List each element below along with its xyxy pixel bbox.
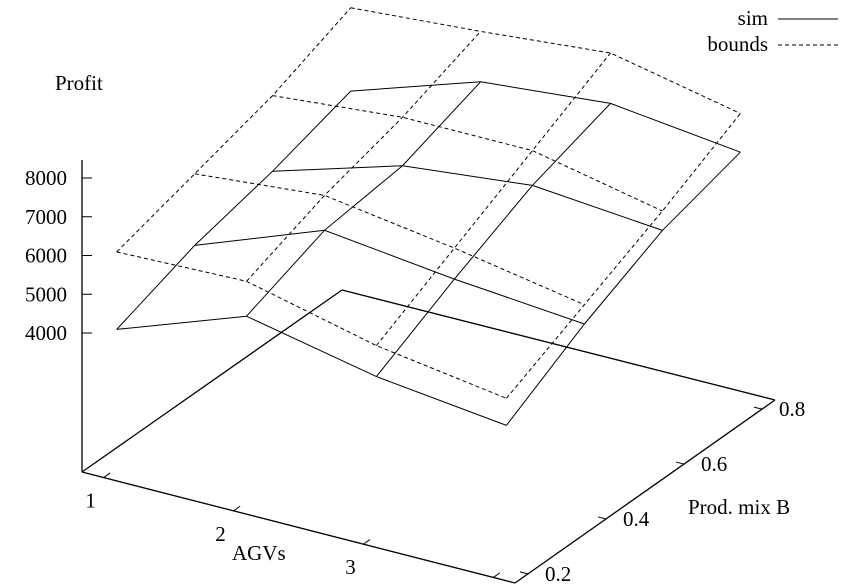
x-tick-mark	[103, 472, 111, 478]
legend-label-sim: sim	[738, 6, 768, 30]
surfaces-group	[116, 7, 741, 426]
back-y-axis-line	[81, 289, 343, 473]
x-tick-label: 1	[85, 489, 96, 513]
y-tick-mark	[519, 571, 529, 575]
z-tick-label: 8000	[25, 166, 67, 190]
x-axis-title: AGVs	[232, 541, 286, 565]
y-tick-mark	[675, 461, 685, 465]
bounds-line-mix-0.6	[272, 95, 663, 212]
y-axis-line	[514, 399, 776, 584]
bounds-line-agvs-3	[376, 52, 611, 346]
y-tick-label: 0.2	[545, 562, 571, 586]
y-tick-label: 0.4	[623, 507, 650, 531]
sim-line-mix-0.6	[272, 165, 663, 231]
ticks-group: 4000500060007000800012340.20.40.60.8	[25, 166, 805, 586]
z-tick-label: 4000	[25, 321, 67, 345]
bounds-line-mix-0.2	[116, 251, 507, 399]
x-tick-label: 3	[345, 555, 356, 579]
z-tick-label: 5000	[25, 282, 67, 306]
axes-group	[81, 160, 776, 584]
sim-line-mix-0.4	[194, 229, 585, 325]
sim-line-mix-0.2	[116, 315, 507, 426]
x-tick-mark	[233, 505, 241, 512]
x-tick-label: 2	[215, 522, 226, 546]
y-tick-mark	[597, 516, 607, 520]
sim-line-agvs-2	[246, 81, 481, 317]
surface-bounds	[116, 7, 741, 399]
bounds-line-agvs-4	[506, 113, 741, 399]
bounds-line-mix-0.8	[350, 7, 741, 114]
x-tick-mark	[493, 572, 501, 578]
sim-line-agvs-4	[506, 151, 741, 426]
bounds-line-mix-0.4	[194, 173, 585, 306]
sim-line-agvs-3	[376, 103, 611, 377]
bounds-line-agvs-1	[116, 7, 352, 253]
y-tick-label: 0.8	[779, 397, 805, 421]
surface-sim	[116, 81, 741, 426]
back-x-axis-line	[341, 289, 776, 401]
y-tick-label: 0.6	[701, 452, 727, 476]
bounds-line-agvs-2	[246, 31, 481, 282]
z-axis-title: Profit	[55, 71, 103, 95]
sim-line-agvs-1	[116, 90, 352, 330]
y-axis-title: Prod. mix B	[688, 495, 790, 519]
z-tick-label: 7000	[25, 205, 67, 229]
y-tick-mark	[753, 406, 763, 410]
legend-label-bounds: bounds	[707, 32, 768, 56]
x-axis-line	[81, 471, 516, 584]
x-tick-mark	[363, 539, 371, 545]
z-tick-label: 6000	[25, 244, 67, 268]
sim-line-mix-0.8	[350, 81, 741, 153]
